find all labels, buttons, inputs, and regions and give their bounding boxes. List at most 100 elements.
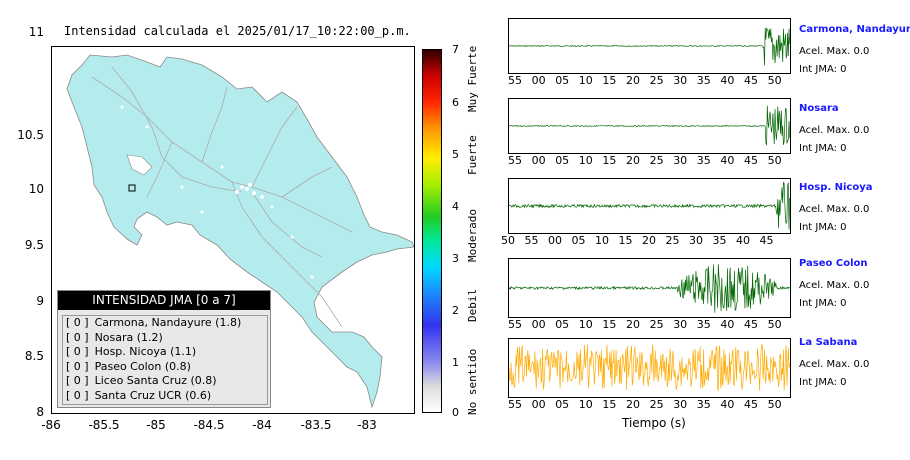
- waveform-panel[interactable]: [508, 258, 791, 318]
- map-y-tick: 10: [28, 182, 44, 196]
- time-tick-label: 20: [626, 74, 640, 87]
- time-tick-label: 10: [595, 234, 609, 247]
- colorbar-number: 0: [452, 406, 459, 419]
- time-tick-label: 50: [767, 154, 782, 167]
- time-tick-label: 35: [696, 74, 711, 87]
- waveform-trace: [509, 264, 790, 313]
- time-tick-label: 40: [720, 398, 735, 411]
- waveform-trace: [509, 27, 790, 66]
- time-tick-label: 05: [555, 398, 570, 411]
- time-tick-label: 35: [712, 234, 727, 247]
- colorbar-label: Debil: [466, 288, 479, 322]
- legend-row: [ 0 ] Paseo Colon (0.8): [66, 359, 191, 373]
- time-tick-label: 25: [649, 74, 664, 87]
- time-tick-label: 05: [571, 234, 586, 247]
- time-tick-label: 40: [720, 318, 735, 331]
- time-tick-label: 20: [626, 154, 640, 167]
- waveform-panel[interactable]: [508, 98, 791, 154]
- station-int: Int JMA: 0: [799, 64, 847, 75]
- map-y-tick: 10.5: [17, 128, 44, 142]
- map-title: Intensidad calculada el 2025/01/17_10:22…: [64, 24, 411, 38]
- map-y-tick: 8: [36, 405, 44, 419]
- time-tick-label: 20: [642, 234, 656, 247]
- time-tick-label: 50: [767, 74, 782, 87]
- legend-list: [ 0 ] Carmona, Nandayure (1.8) [ 0 ] Nosar…: [62, 315, 268, 405]
- time-tick-label: 10: [578, 318, 593, 331]
- station-acel: Acel. Max. 0.0: [799, 204, 870, 215]
- time-tick-label: 40: [720, 74, 735, 87]
- time-tick-label: 30: [673, 154, 688, 167]
- road-network: [91, 66, 353, 328]
- map-x-tick: -84: [252, 418, 272, 432]
- time-tick-label: 15: [618, 234, 633, 247]
- city-dots: [120, 105, 334, 319]
- time-tick-label: 30: [689, 234, 703, 247]
- time-tick-label: 15: [602, 74, 617, 87]
- time-tick-label: 40: [720, 154, 735, 167]
- waveform-panel[interactable]: [508, 18, 791, 74]
- station-acel: Acel. Max. 0.0: [799, 46, 870, 57]
- time-tick-label: 45: [744, 398, 758, 411]
- time-tick-label: 45: [744, 74, 758, 87]
- map-x-tick: -85: [146, 418, 166, 432]
- map-x-tick: -83.5: [300, 418, 332, 432]
- colorbar-number: 6: [452, 96, 459, 109]
- time-tick-label: 30: [673, 318, 688, 331]
- map-x-tick: -84.5: [193, 418, 225, 432]
- station-int: Int JMA: 0: [799, 222, 847, 233]
- time-tick-label: 00: [531, 318, 546, 331]
- time-tick-label: 50: [767, 318, 782, 331]
- time-tick-label: 45: [744, 154, 758, 167]
- time-tick-label: 45: [744, 318, 758, 331]
- waveform-panel[interactable]: [508, 178, 791, 234]
- time-tick-label: 15: [602, 398, 617, 411]
- time-tick-label: 35: [696, 398, 711, 411]
- intensity-legend: INTENSIDAD JMA [0 a 7] [ 0 ] Carmona, Nan…: [57, 290, 271, 408]
- time-tick-label: 55: [508, 398, 522, 411]
- time-tick-label: 20: [626, 318, 640, 331]
- colorbar-number: 1: [452, 356, 459, 369]
- time-tick-label: 15: [602, 318, 617, 331]
- colorbar-label: Muy Fuerte: [466, 45, 479, 112]
- waveform-trace: [509, 105, 790, 146]
- time-tick-label: 35: [696, 318, 711, 331]
- legend-row: [ 0 ] Hosp. Nicoya (1.1): [66, 345, 197, 358]
- time-tick-label: 25: [665, 234, 680, 247]
- waveform-panel[interactable]: [508, 338, 791, 398]
- time-tick-label: 00: [531, 154, 546, 167]
- time-tick-label: 55: [508, 74, 522, 87]
- map-y-tick: 9: [36, 294, 44, 308]
- time-tick-label: 05: [555, 154, 570, 167]
- colorbar-label: Moderado: [466, 209, 479, 262]
- time-tick-label: 00: [531, 74, 546, 87]
- time-tick-label: 30: [673, 74, 688, 87]
- station-acel: Acel. Max. 0.0: [799, 359, 870, 370]
- station-name: Nosara: [799, 103, 839, 114]
- legend-row: [ 0 ] Liceo Santa Cruz (0.8): [66, 374, 217, 387]
- time-tick-label: 10: [578, 154, 593, 167]
- time-tick-label: 10: [578, 74, 593, 87]
- station-acel: Acel. Max. 0.0: [799, 125, 870, 136]
- time-tick-label: 05: [555, 74, 570, 87]
- time-tick-label: 15: [602, 154, 617, 167]
- waveform-trace: [509, 181, 790, 230]
- time-tick-label: 55: [508, 318, 522, 331]
- waveform-trace: [509, 344, 790, 392]
- map-x-tick: -83: [357, 418, 377, 432]
- time-tick-label: 40: [736, 234, 750, 247]
- colorbar-number: 3: [452, 252, 459, 265]
- map-y-tick: 9.5: [24, 238, 44, 252]
- time-tick-label: 55: [524, 234, 539, 247]
- station-int: Int JMA: 0: [799, 377, 847, 388]
- station-name: La Sabana: [799, 337, 858, 348]
- station-marker[interactable]: [128, 184, 136, 192]
- station-name: Paseo Colon: [799, 258, 868, 269]
- legend-header: INTENSIDAD JMA [0 a 7]: [58, 291, 270, 310]
- gulf-of-nicoya: [126, 154, 153, 176]
- map-y-tick: 8.5: [24, 349, 44, 363]
- legend-row: [ 0 ] Carmona, Nandayure (1.8): [66, 316, 242, 329]
- colorbar-number: 2: [452, 304, 459, 317]
- station-int: Int JMA: 0: [799, 143, 847, 154]
- map-y-tick: 11: [28, 25, 44, 39]
- costa-rica-land: [66, 54, 414, 409]
